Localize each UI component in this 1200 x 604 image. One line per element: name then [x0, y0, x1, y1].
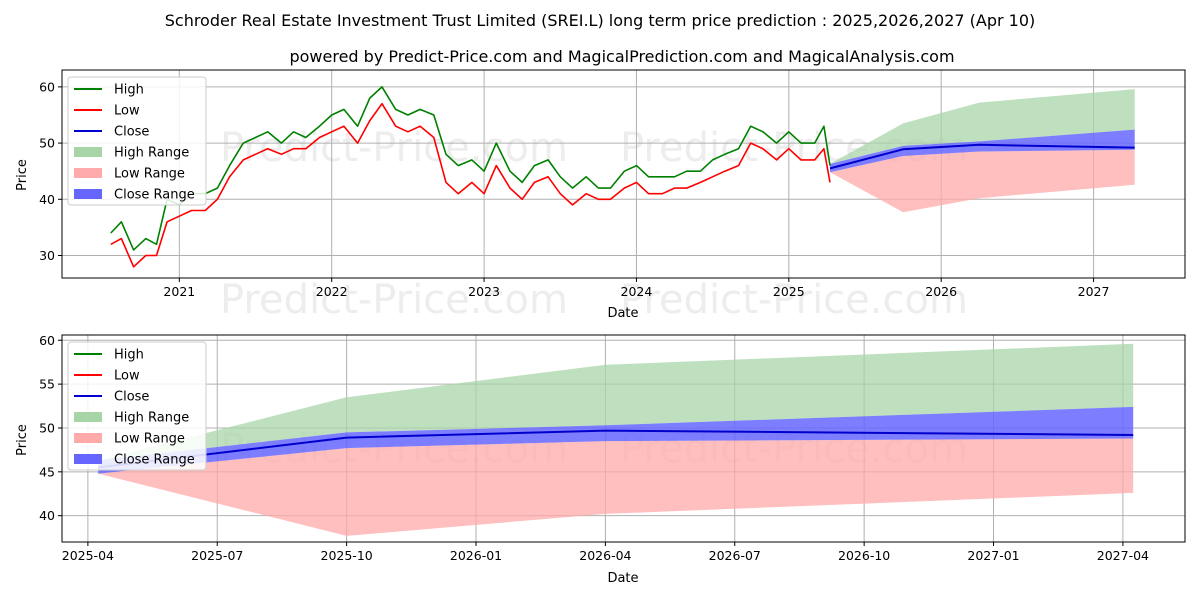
- top-legend: High Low Close High Range Low Range Close Ran…: [67, 76, 207, 206]
- legend-label-low: Low: [114, 369, 140, 384]
- low-range-band: [98, 438, 1134, 536]
- legend-label-close: Close: [114, 125, 149, 140]
- legend-label-low: Low: [114, 104, 140, 119]
- bottom-y-tick-label: 45: [39, 464, 55, 479]
- legend-swatch-low-range: [74, 433, 102, 443]
- bottom-forecast-panel: Predict-Price.com Predict-Price.com 2025…: [15, 333, 1186, 586]
- low-price-line: [110, 102, 831, 268]
- bottom-y-tick-label: 55: [39, 377, 55, 392]
- legend-label-high-range: High Range: [114, 146, 189, 161]
- watermark-top-1: Predict-Price.com: [220, 125, 568, 171]
- top-x-tick-label: 2024: [621, 284, 653, 299]
- bottom-x-tick-label: 2026-01: [450, 548, 502, 563]
- bottom-x-axis-label: Date: [607, 571, 638, 586]
- bottom-plot-frame: [61, 334, 1186, 543]
- legend-label-close-range: Close Range: [114, 453, 195, 468]
- top-y-tick-label: 40: [39, 192, 55, 207]
- bottom-x-tick-label: 2025-04: [62, 548, 114, 563]
- bottom-x-tick-label: 2025-10: [321, 548, 373, 563]
- legend-swatch-close-range: [74, 189, 102, 199]
- bottom-x-tick-label: 2027-04: [1097, 548, 1149, 563]
- top-x-tick-label: 2021: [163, 284, 195, 299]
- bottom-y-tick-label: 60: [39, 333, 55, 348]
- top-price-panel: Predict-Price.com Predict-Price.com Pred…: [15, 69, 1186, 323]
- bottom-x-tick-label: 2026-04: [579, 548, 631, 563]
- top-x-tick-label: 2023: [468, 284, 500, 299]
- high-range-band: [98, 343, 1134, 461]
- bottom-y-tick-label: 50: [39, 420, 55, 435]
- top-plot-frame: [61, 69, 1186, 279]
- bottom-x-tick-label: 2025-07: [191, 548, 243, 563]
- legend-swatch-low-range: [74, 168, 102, 178]
- legend-box: [67, 341, 207, 471]
- top-y-axis-label: Price: [15, 159, 30, 191]
- chart-title: Schroder Real Estate Investment Trust Li…: [165, 11, 1036, 30]
- close-range-band: [98, 406, 1134, 474]
- legend-label-close: Close: [114, 390, 149, 405]
- legend-label-high: High: [114, 83, 144, 98]
- watermark-top-3: Predict-Price.com: [220, 277, 568, 323]
- legend-label-high: High: [114, 348, 144, 363]
- high-range-band: [830, 89, 1135, 164]
- top-x-axis-label: Date: [607, 306, 638, 321]
- close-range-band: [830, 129, 1135, 173]
- top-y-tick-label: 50: [39, 136, 55, 151]
- low-range-band: [830, 149, 1135, 213]
- bottom-x-tick-label: 2026-10: [838, 548, 890, 563]
- watermark-top-4: Predict-Price.com: [620, 277, 968, 323]
- bottom-y-tick-label: 40: [39, 508, 55, 523]
- legend-swatch-close-range: [74, 454, 102, 464]
- legend-label-close-range: Close Range: [114, 188, 195, 203]
- legend-swatch-high-range: [74, 147, 102, 157]
- bottom-legend: High Low Close High Range Low Range Close Ran…: [67, 341, 207, 471]
- top-y-tick-label: 60: [39, 79, 55, 94]
- legend-box: [67, 76, 207, 206]
- high-price-line: [110, 86, 831, 251]
- legend-label-low-range: Low Range: [114, 167, 185, 182]
- top-y-tick-label: 30: [39, 248, 55, 263]
- top-x-tick-label: 2022: [316, 284, 348, 299]
- top-x-tick-label: 2026: [925, 284, 957, 299]
- close-forecast-line: [829, 143, 1135, 170]
- bottom-x-tick-label: 2027-01: [967, 548, 1019, 563]
- legend-label-high-range: High Range: [114, 411, 189, 426]
- close-forecast-line: [98, 429, 1134, 469]
- bottom-x-tick-label: 2026-07: [709, 548, 761, 563]
- top-x-tick-label: 2027: [1078, 284, 1110, 299]
- legend-label-low-range: Low Range: [114, 432, 185, 447]
- legend-swatch-high-range: [74, 412, 102, 422]
- bottom-y-axis-label: Price: [15, 424, 30, 456]
- top-x-tick-label: 2025: [773, 284, 805, 299]
- chart-subtitle: powered by Predict-Price.com and Magical…: [289, 47, 954, 66]
